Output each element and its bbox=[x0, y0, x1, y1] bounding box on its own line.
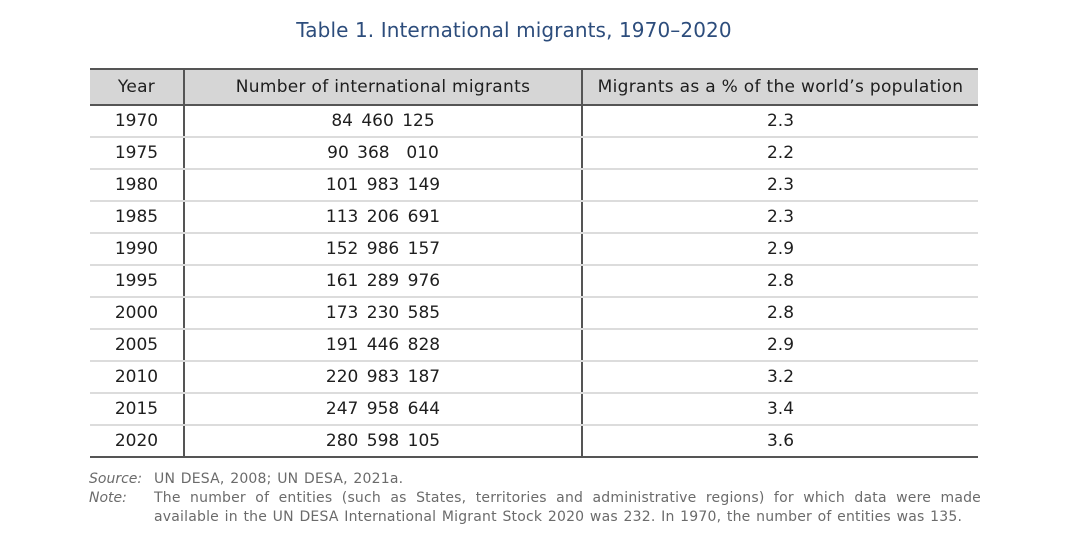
cell-percent: 2.9 bbox=[582, 233, 978, 266]
header-percent: Migrants as a % of the world’s populatio… bbox=[582, 68, 978, 106]
table-header-row: Year Number of international migrants Mi… bbox=[90, 68, 978, 106]
table-row: 1995 161 289 976 2.8 bbox=[90, 265, 978, 298]
table-footnotes: Source: UN DESA, 2008; UN DESA, 2021a. N… bbox=[89, 470, 981, 527]
cell-number: 90 368 010 bbox=[184, 137, 583, 170]
table-row: 1980 101 983 149 2.3 bbox=[90, 169, 978, 202]
cell-percent: 3.6 bbox=[582, 425, 978, 458]
cell-number: 161 289 976 bbox=[184, 265, 583, 298]
cell-year: 1985 bbox=[90, 201, 185, 234]
cell-percent: 3.4 bbox=[582, 393, 978, 426]
cell-number-value: 84 460 125 bbox=[331, 111, 435, 131]
cell-number: 113 206 691 bbox=[184, 201, 583, 234]
table-row: 2020 280 598 105 3.6 bbox=[90, 425, 978, 458]
cell-percent: 2.8 bbox=[582, 297, 978, 330]
table-body: 1970 84 460 125 2.3 1975 90 368 010 2.2 … bbox=[90, 105, 978, 458]
cell-number-value: 280 598 105 bbox=[325, 431, 441, 451]
header-number: Number of international migrants bbox=[184, 68, 583, 106]
table-row: 1990 152 986 157 2.9 bbox=[90, 233, 978, 266]
cell-percent: 2.8 bbox=[582, 265, 978, 298]
header-year: Year bbox=[90, 68, 185, 106]
cell-number-value: 101 983 149 bbox=[325, 175, 441, 195]
cell-number-value: 191 446 828 bbox=[325, 335, 441, 355]
note-text: The number of entities (such as States, … bbox=[154, 490, 981, 525]
migrants-table: Year Number of international migrants Mi… bbox=[90, 68, 978, 458]
table-row: 2015 247 958 644 3.4 bbox=[90, 393, 978, 426]
cell-number: 173 230 585 bbox=[184, 297, 583, 330]
source-row: Source: UN DESA, 2008; UN DESA, 2021a. bbox=[89, 470, 981, 489]
cell-number-value: 173 230 585 bbox=[325, 303, 441, 323]
cell-number: 84 460 125 bbox=[184, 105, 583, 138]
cell-percent: 2.3 bbox=[582, 105, 978, 138]
source-text: UN DESA, 2008; UN DESA, 2021a. bbox=[154, 471, 404, 487]
cell-percent: 2.9 bbox=[582, 329, 978, 362]
note-label: Note: bbox=[89, 490, 127, 506]
table-row: 2000 173 230 585 2.8 bbox=[90, 297, 978, 330]
cell-number: 152 986 157 bbox=[184, 233, 583, 266]
table-row: 1985 113 206 691 2.3 bbox=[90, 201, 978, 234]
cell-number-value: 113 206 691 bbox=[325, 207, 441, 227]
cell-number-value: 247 958 644 bbox=[325, 399, 441, 419]
cell-year: 2015 bbox=[90, 393, 185, 426]
cell-year: 1995 bbox=[90, 265, 185, 298]
cell-number: 247 958 644 bbox=[184, 393, 583, 426]
cell-number-value: 161 289 976 bbox=[325, 271, 441, 291]
cell-year: 1975 bbox=[90, 137, 185, 170]
cell-percent: 2.2 bbox=[582, 137, 978, 170]
table-row: 1975 90 368 010 2.2 bbox=[90, 137, 978, 170]
cell-percent: 2.3 bbox=[582, 169, 978, 202]
cell-number-value: 220 983 187 bbox=[325, 367, 441, 387]
cell-year: 1990 bbox=[90, 233, 185, 266]
cell-percent: 3.2 bbox=[582, 361, 978, 394]
cell-number-value: 90 368 010 bbox=[327, 143, 439, 163]
note-row: Note: The number of entities (such as St… bbox=[89, 489, 981, 527]
cell-year: 2005 bbox=[90, 329, 185, 362]
cell-year: 1970 bbox=[90, 105, 185, 138]
cell-number: 101 983 149 bbox=[184, 169, 583, 202]
cell-number-value: 152 986 157 bbox=[325, 239, 441, 259]
cell-percent: 2.3 bbox=[582, 201, 978, 234]
table-row: 2005 191 446 828 2.9 bbox=[90, 329, 978, 362]
table-title: Table 1. International migrants, 1970–20… bbox=[296, 18, 732, 42]
cell-year: 2000 bbox=[90, 297, 185, 330]
cell-year: 2010 bbox=[90, 361, 185, 394]
cell-year: 2020 bbox=[90, 425, 185, 458]
cell-year: 1980 bbox=[90, 169, 185, 202]
table-row: 1970 84 460 125 2.3 bbox=[90, 105, 978, 138]
cell-number: 191 446 828 bbox=[184, 329, 583, 362]
cell-number: 280 598 105 bbox=[184, 425, 583, 458]
table-row: 2010 220 983 187 3.2 bbox=[90, 361, 978, 394]
cell-number: 220 983 187 bbox=[184, 361, 583, 394]
source-label: Source: bbox=[89, 471, 143, 487]
